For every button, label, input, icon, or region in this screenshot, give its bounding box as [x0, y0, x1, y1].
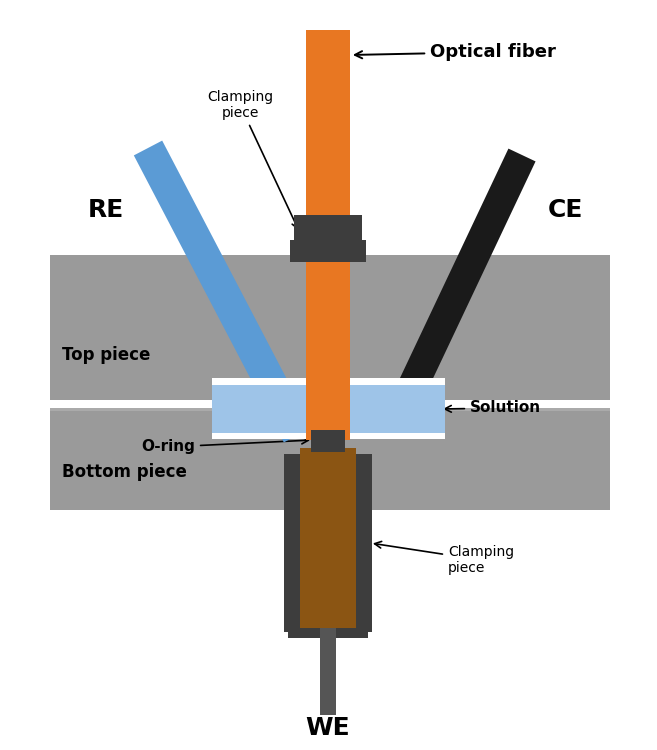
Bar — [288, 632, 368, 638]
Bar — [290, 240, 366, 262]
Polygon shape — [378, 148, 535, 436]
Text: Solution: Solution — [445, 400, 541, 416]
Bar — [300, 448, 356, 628]
Text: Optical fiber: Optical fiber — [355, 43, 556, 61]
Bar — [212, 378, 445, 385]
Bar — [306, 30, 350, 440]
Bar — [311, 430, 345, 452]
Bar — [50, 400, 610, 408]
Bar — [294, 215, 362, 258]
Bar — [212, 433, 445, 439]
Bar — [322, 432, 334, 452]
Text: RE: RE — [88, 198, 124, 222]
Bar — [212, 383, 445, 435]
Bar — [311, 430, 345, 452]
Text: Bottom piece: Bottom piece — [62, 463, 187, 481]
Text: Clamping
piece: Clamping piece — [374, 542, 514, 575]
Text: CE: CE — [548, 198, 583, 222]
Bar — [322, 430, 334, 452]
Bar — [290, 240, 366, 262]
Text: Clamping
piece: Clamping piece — [207, 90, 298, 229]
Text: Top piece: Top piece — [62, 346, 150, 364]
Bar — [294, 215, 362, 258]
Text: O-ring: O-ring — [141, 437, 308, 454]
Bar — [50, 255, 610, 400]
Text: WE: WE — [306, 716, 350, 740]
Polygon shape — [134, 140, 312, 442]
Bar — [50, 408, 610, 510]
Bar — [306, 30, 350, 440]
Bar — [50, 408, 610, 411]
Bar — [284, 454, 372, 632]
Bar — [320, 628, 336, 715]
